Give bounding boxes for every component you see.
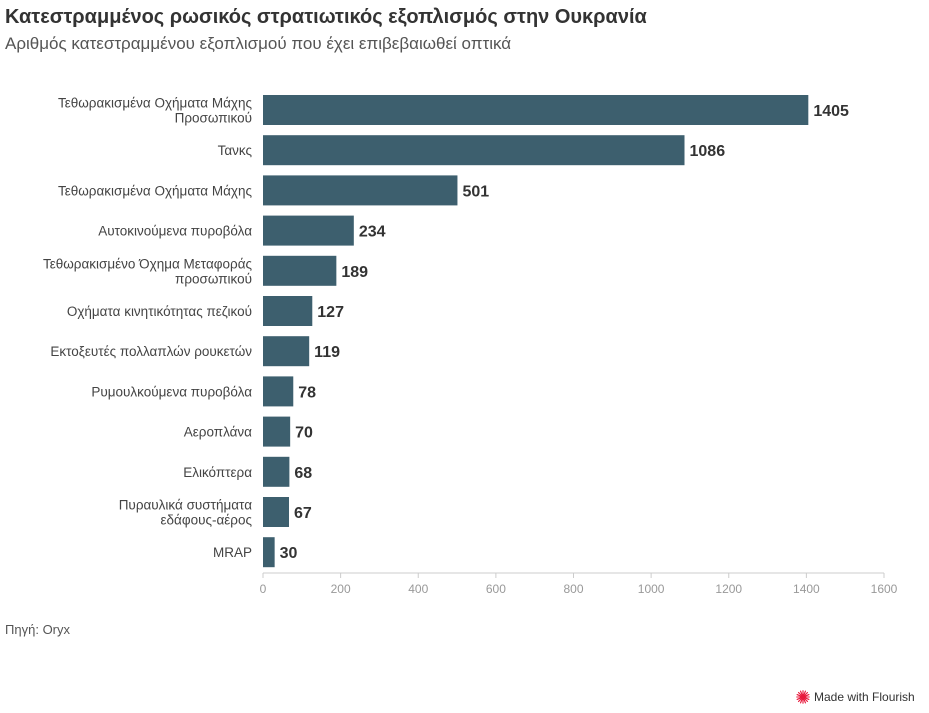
category-label: Τεθωρακισμένα Οχήματα Μάχης (58, 183, 253, 198)
category-label: Τανκς (218, 143, 253, 158)
bar-value-label: 67 (294, 505, 312, 522)
category-label: Αυτοκινούμενα πυροβόλα (98, 224, 252, 239)
category-label-line: Ελικόπτερα (183, 465, 252, 480)
x-tick-label: 1200 (715, 582, 742, 596)
bar-value-label: 78 (298, 384, 316, 401)
x-tick-label: 800 (563, 582, 583, 596)
bar (263, 135, 685, 166)
x-tick-label: 0 (260, 582, 267, 596)
category-label: Οχήματα κινητικότητας πεζικού (67, 304, 252, 319)
category-label: Ελικόπτερα (183, 465, 252, 480)
x-tick-label: 200 (331, 582, 351, 596)
category-label-line: Τανκς (218, 143, 253, 158)
x-tick-label: 400 (408, 582, 428, 596)
chart-subtitle: Αριθμός κατεστραμμένου εξοπλισμού που έχ… (5, 34, 512, 53)
category-label-line: Τεθωρακισμένο Όχημα Μεταφοράς (43, 256, 253, 271)
bar-value-label: 30 (280, 545, 298, 562)
category-label-line: Αεροπλάνα (184, 425, 252, 440)
chart-title: Κατεστραμμένος ρωσικός στρατιωτικός εξοπ… (5, 6, 647, 28)
category-label: Τεθωρακισμένα Οχήματα Μάχης Προσωπικού (58, 96, 253, 126)
bar (263, 456, 290, 487)
category-label-line: MRAP (213, 545, 252, 560)
bar-value-label: 189 (341, 264, 368, 281)
category-label-line: Εκτοξευτές πολλαπλών ρουκετών (50, 344, 252, 359)
category-label-line: Αυτοκινούμενα πυροβόλα (98, 224, 252, 239)
bar-value-label: 1405 (813, 103, 849, 120)
category-label-line: προσωπικού (175, 271, 252, 286)
bar (263, 336, 310, 367)
bar (263, 95, 809, 125)
flourish-logo-icon (796, 690, 810, 704)
x-tick-label: 600 (486, 582, 506, 596)
category-label-line: Ρυμουλκούμενα πυροβόλα (91, 384, 252, 399)
x-tick-label: 1400 (793, 582, 820, 596)
bar (263, 497, 290, 527)
category-label: Πυραυλικά συστήματα εδάφους-αέρος (119, 498, 253, 528)
category-label-line: Οχήματα κινητικότητας πεζικού (67, 304, 252, 319)
category-label: MRAP (213, 545, 252, 560)
bar-value-label: 234 (359, 224, 386, 241)
bar (263, 537, 275, 568)
bar-value-label: 68 (294, 465, 312, 482)
category-label-line: Προσωπικού (175, 111, 252, 126)
bar (263, 296, 313, 326)
bar-value-label: 70 (295, 425, 313, 442)
made-with-flourish-label: Made with Flourish (814, 690, 915, 704)
bar (263, 376, 294, 407)
bar (263, 215, 354, 246)
category-label-line: Τεθωρακισμένα Οχήματα Μάχης (58, 96, 253, 111)
x-tick-label: 1600 (871, 582, 898, 596)
category-label-line: Τεθωρακισμένα Οχήματα Μάχης (58, 183, 253, 198)
source-note: Πηγή: Oryx (5, 622, 71, 637)
category-label: Τεθωρακισμένο Όχημα Μεταφοράς προσωπικού (43, 256, 253, 286)
bar (263, 255, 337, 286)
category-label: Ρυμουλκούμενα πυροβόλα (91, 384, 252, 399)
category-label: Εκτοξευτές πολλαπλών ρουκετών (50, 344, 252, 359)
category-label-line: Πυραυλικά συστήματα (119, 498, 253, 513)
bar-value-label: 127 (317, 304, 344, 321)
bar-value-label: 501 (462, 183, 489, 200)
category-label: Αεροπλάνα (184, 425, 252, 440)
x-tick-label: 1000 (638, 582, 665, 596)
bar (263, 175, 458, 206)
made-with-flourish-link[interactable]: Made with Flourish (796, 690, 915, 704)
bar-value-label: 1086 (690, 143, 726, 160)
category-label-line: εδάφους-αέρος (160, 513, 252, 528)
bar (263, 416, 291, 447)
bar-value-label: 119 (314, 344, 340, 361)
